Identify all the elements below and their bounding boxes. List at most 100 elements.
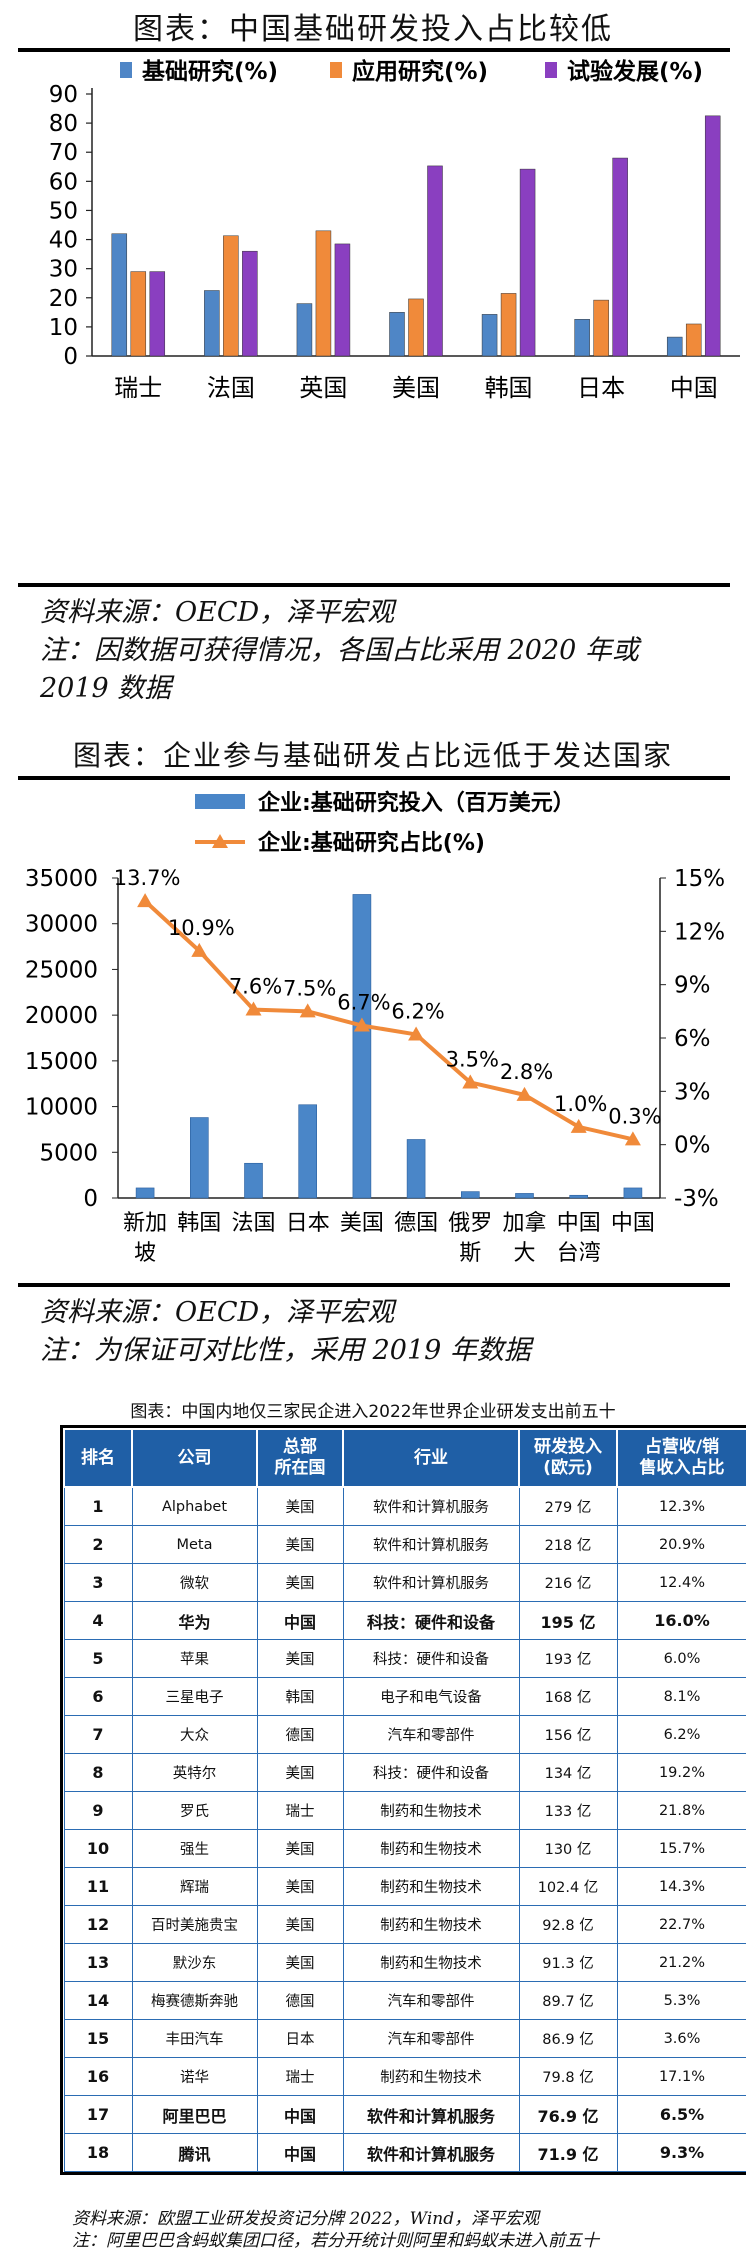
bar (685, 323, 702, 357)
right-tick-label: 12% (674, 919, 725, 945)
table-cell: 科技：硬件和设备 (342, 1639, 520, 1678)
table-row: 3 微软 美国 软件和计算机服务 216 亿 12.4% (63, 1563, 746, 1602)
x-tick-label: 大 (513, 1241, 535, 1266)
y-tick-label: 60 (49, 169, 78, 195)
x-tick-label: 日本 (577, 374, 625, 402)
line-marker (191, 942, 208, 957)
legend-swatch (120, 62, 132, 78)
bar (574, 319, 590, 357)
data-label: 10.9% (168, 916, 235, 940)
bar (481, 314, 498, 357)
table-cell: 罗氏 (131, 1791, 258, 1830)
table-cell: 软件和计算机服务 (342, 1525, 520, 1564)
x-tick-label: 中国 (670, 374, 718, 402)
y-tick-label: 80 (49, 111, 78, 137)
table-cell: 92.8 亿 (518, 1905, 618, 1944)
table-cell: 制药和生物技术 (342, 1867, 520, 1906)
table-cell: 86.9 亿 (518, 2019, 618, 2058)
table-row: 11 辉瑞 美国 制药和生物技术 102.4 亿 14.3% (63, 1867, 746, 1906)
bar (666, 336, 683, 357)
table-cell: 美国 (256, 1486, 344, 1526)
bar (612, 157, 628, 357)
table-cell: 134 亿 (518, 1753, 618, 1792)
x-tick-label: 中国 (557, 1211, 601, 1236)
table-cell: 瑞士 (256, 1791, 344, 1830)
bar (519, 168, 536, 357)
bar (130, 271, 147, 357)
y-tick-label: 30 (49, 257, 78, 283)
bar (296, 303, 313, 357)
fig2-bottom-rule (18, 1283, 730, 1287)
table-cell: 英特尔 (131, 1753, 258, 1792)
left-tick-label: 30000 (25, 912, 98, 938)
bar (408, 298, 424, 357)
table-cell: 79.8 亿 (518, 2057, 618, 2096)
table-cell: 3.6% (616, 2019, 746, 2058)
table-cell: 14.3% (616, 1867, 746, 1906)
table-cell: Meta (131, 1525, 258, 1564)
table-cell: 汽车和零部件 (342, 1981, 520, 2020)
table-cell: 13 (63, 1943, 133, 1982)
bar (704, 115, 721, 357)
table-row: 2 Meta 美国 软件和计算机服务 218 亿 20.9% (63, 1525, 746, 1564)
table-cell: 美国 (256, 1563, 344, 1602)
legend-line-marker (212, 834, 228, 848)
table-row: 1 Alphabet 美国 软件和计算机服务 279 亿 12.3% (63, 1486, 746, 1526)
table-row: 18 腾讯 中国 软件和计算机服务 71.9 亿 9.3% (63, 2133, 746, 2172)
legend-bar-label: 企业:基础研究投入（百万美元） (257, 790, 575, 816)
table-cell: 4 (63, 1601, 133, 1640)
legend-label: 试验发展(%) (567, 58, 703, 85)
y-tick-label: 90 (49, 82, 78, 108)
table-cell: 89.7 亿 (518, 1981, 618, 2020)
table-cell: 美国 (256, 1525, 344, 1564)
bar (623, 1187, 643, 1199)
table-cell: 华为 (131, 1601, 258, 1640)
table-cell: 日本 (256, 2019, 344, 2058)
line-marker (516, 1086, 533, 1101)
table-cell: 156 亿 (518, 1715, 618, 1754)
bar (334, 243, 351, 357)
bar (135, 1187, 155, 1199)
table-header-cell: 占营收/销 售收入占比 (616, 1428, 746, 1488)
table-cell: 美国 (256, 1753, 344, 1792)
bar (223, 235, 239, 357)
table-cell: 瑞士 (256, 2057, 344, 2096)
bar (406, 1139, 426, 1199)
x-tick-label: 法国 (207, 374, 255, 402)
left-tick-label: 35000 (25, 866, 98, 892)
table-cell: 中国 (256, 2133, 344, 2172)
table-cell: 15 (63, 2019, 133, 2058)
table-cell: 7 (63, 1715, 133, 1754)
table-cell: 软件和计算机服务 (342, 1486, 520, 1526)
table-cell: 5 (63, 1639, 133, 1678)
y-tick-label: 20 (49, 286, 78, 312)
bar (315, 230, 332, 357)
legend-label: 应用研究(%) (352, 58, 488, 85)
table-cell: 102.4 亿 (518, 1867, 618, 1906)
table-cell: 5.3% (616, 1981, 746, 2020)
line-marker (299, 1003, 316, 1018)
table-row: 17 阿里巴巴 中国 软件和计算机服务 76.9 亿 6.5% (63, 2095, 746, 2134)
table-cell: 强生 (131, 1829, 258, 1868)
table-cell: 9.3% (616, 2133, 746, 2172)
table-cell: 汽车和零部件 (342, 1715, 520, 1754)
table-cell: Alphabet (131, 1486, 258, 1526)
table-cell: 16 (63, 2057, 133, 2096)
bar (298, 1104, 318, 1199)
x-tick-label: 美国 (392, 374, 440, 402)
table-row: 6 三星电子 韩国 电子和电气设备 168 亿 8.1% (63, 1677, 746, 1716)
bar (460, 1191, 480, 1199)
table-cell: 腾讯 (131, 2133, 258, 2172)
x-tick-label: 英国 (299, 374, 347, 402)
table-cell: 德国 (256, 1715, 344, 1754)
x-tick-label: 法国 (231, 1211, 275, 1236)
data-label: 1.0% (554, 1092, 607, 1116)
fig2-note: 注：为保证可对比性，采用 2019 年数据 (40, 1335, 531, 1366)
table-cell: 默沙东 (131, 1943, 258, 1982)
table-cell: 14 (63, 1981, 133, 2020)
y-tick-label: 50 (49, 198, 78, 224)
table-cell: 诺华 (131, 2057, 258, 2096)
y-tick-label: 10 (49, 315, 78, 341)
fig1-top-rule (18, 48, 730, 52)
x-tick-label: 韩国 (485, 374, 533, 402)
